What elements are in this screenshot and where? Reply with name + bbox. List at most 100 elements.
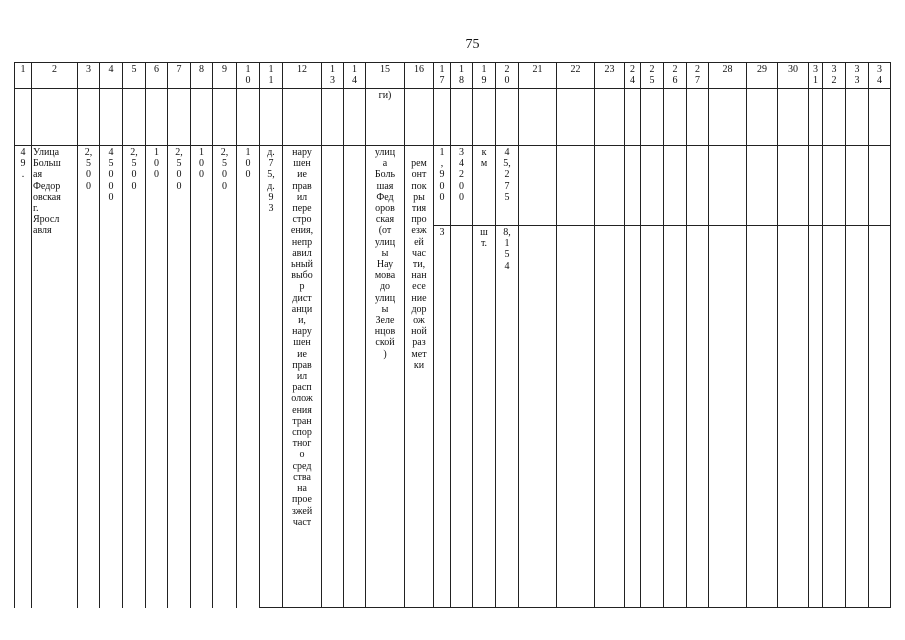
column-header-10: 1 0 xyxy=(236,62,260,89)
cell-col-13 xyxy=(321,145,344,608)
cell-col-27 xyxy=(686,88,709,146)
column-header-9: 9 xyxy=(212,62,237,89)
column-header-26: 2 6 xyxy=(663,62,687,89)
cell-col-22 xyxy=(556,225,595,608)
column-header-17: 1 7 xyxy=(433,62,451,89)
cell-col-34 xyxy=(868,145,891,226)
column-header-15: 15 xyxy=(365,62,405,89)
column-header-22: 22 xyxy=(556,62,595,89)
cell-col-18 xyxy=(450,88,473,146)
cell-col-29 xyxy=(746,88,778,146)
cell-col-31 xyxy=(808,225,823,608)
cell-col-4 xyxy=(99,88,123,146)
cell-col-7 xyxy=(167,88,191,146)
cell-col-3 xyxy=(77,88,100,146)
cell-col-19: ш т. xyxy=(472,225,496,608)
column-header-20: 2 0 xyxy=(495,62,519,89)
cell-col-17 xyxy=(433,88,451,146)
cell-col-23 xyxy=(594,88,625,146)
column-header-12: 12 xyxy=(282,62,322,89)
cell-col-15: улиц а Боль шая Фед оров ская (от улиц ы… xyxy=(365,145,405,608)
page-number: 75 xyxy=(465,37,480,52)
cell-col-28 xyxy=(708,225,747,608)
column-header-1: 1 xyxy=(14,62,32,89)
cell-col-27 xyxy=(686,225,709,608)
cell-col-9 xyxy=(212,88,237,146)
table-subrow: 3 ш т. 8, 1 5 4 xyxy=(15,225,891,608)
cell-col-21 xyxy=(518,225,557,608)
cell-col-32 xyxy=(822,88,846,146)
cell-col-27 xyxy=(686,145,709,226)
column-header-29: 29 xyxy=(746,62,778,89)
cell-col-29 xyxy=(746,225,778,608)
cell-col-29 xyxy=(746,145,778,226)
cell-col-33 xyxy=(845,225,869,608)
cell-col-16 xyxy=(404,88,434,146)
cell-col-31 xyxy=(808,145,823,226)
cell-col-14 xyxy=(343,145,366,608)
column-header-30: 30 xyxy=(777,62,809,89)
cell-col-18 xyxy=(450,225,473,608)
cell-col-15: ги) xyxy=(365,88,405,146)
cell-col-2 xyxy=(31,88,78,146)
cell-col-25 xyxy=(640,225,664,608)
cell-col-16: рем онт пок ры тия про езж ей час ти, на… xyxy=(404,145,434,608)
column-header-33: 3 3 xyxy=(845,62,869,89)
cell-col-23 xyxy=(594,225,625,608)
cell-col-30 xyxy=(777,88,809,146)
cell-col-18: 3 4 2 0 0 xyxy=(450,145,473,226)
cell-col-34 xyxy=(868,88,891,146)
column-header-6: 6 xyxy=(145,62,168,89)
cell-col-11 xyxy=(259,88,283,146)
cell-col-1: 4 9 . xyxy=(14,145,32,608)
cell-col-19 xyxy=(472,88,496,146)
cell-col-20 xyxy=(495,88,519,146)
column-header-5: 5 xyxy=(122,62,146,89)
cell-col-21 xyxy=(518,145,557,226)
column-header-32: 3 2 xyxy=(822,62,846,89)
cell-col-32 xyxy=(822,145,846,226)
cell-col-10 xyxy=(236,88,260,146)
column-header-19: 1 9 xyxy=(472,62,496,89)
cell-col-9: 2, 5 0 0 xyxy=(212,145,237,608)
cell-col-20: 8, 1 5 4 xyxy=(495,225,519,608)
cell-col-32 xyxy=(822,225,846,608)
cell-col-26 xyxy=(663,145,687,226)
cell-col-5: 2, 5 0 0 xyxy=(122,145,146,608)
cell-col-25 xyxy=(640,88,664,146)
cell-col-23 xyxy=(594,145,625,226)
cell-col-33 xyxy=(845,145,869,226)
column-header-11: 1 1 xyxy=(259,62,283,89)
cell-col-17: 1 , 9 0 0 xyxy=(433,145,451,226)
cell-col-22 xyxy=(556,88,595,146)
column-header-27: 2 7 xyxy=(686,62,709,89)
cell-col-13 xyxy=(321,88,344,146)
cell-col-20: 4 5, 2 7 5 xyxy=(495,145,519,226)
cell-col-19: к м xyxy=(472,145,496,226)
cell-col-30 xyxy=(777,225,809,608)
cell-col-28 xyxy=(708,88,747,146)
cell-col-2: Улица Больш ая Федор овская г. Яросл авл… xyxy=(31,145,78,608)
cell-col-25 xyxy=(640,145,664,226)
cell-col-24 xyxy=(624,145,641,226)
cell-col-22 xyxy=(556,145,595,226)
continuation-row: ги) xyxy=(14,88,891,146)
column-header-18: 1 8 xyxy=(450,62,473,89)
column-header-31: 3 1 xyxy=(808,62,823,89)
cell-col-7: 2, 5 0 0 xyxy=(167,145,191,608)
column-header-14: 1 4 xyxy=(343,62,366,89)
column-header-7: 7 xyxy=(167,62,191,89)
cell-col-31 xyxy=(808,88,823,146)
column-header-8: 8 xyxy=(190,62,213,89)
cell-col-24 xyxy=(624,225,641,608)
column-header-23: 23 xyxy=(594,62,625,89)
cell-col-5 xyxy=(122,88,146,146)
column-header-3: 3 xyxy=(77,62,100,89)
cell-col-6: 1 0 0 xyxy=(145,145,168,608)
column-header-28: 28 xyxy=(708,62,747,89)
cell-col-8 xyxy=(190,88,213,146)
column-header-21: 21 xyxy=(518,62,557,89)
column-header-34: 3 4 xyxy=(868,62,891,89)
cell-col-1 xyxy=(14,88,32,146)
